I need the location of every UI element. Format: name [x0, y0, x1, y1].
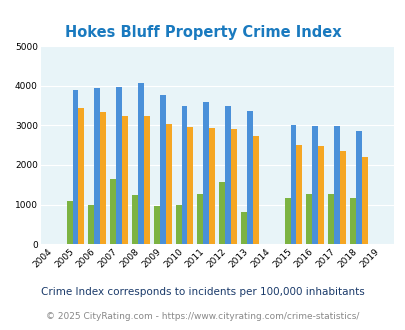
Text: Hokes Bluff Property Crime Index: Hokes Bluff Property Crime Index [64, 25, 341, 41]
Text: © 2025 CityRating.com - https://www.cityrating.com/crime-statistics/: © 2025 CityRating.com - https://www.city… [46, 312, 359, 321]
Bar [94, 88, 100, 244]
Bar [143, 116, 149, 244]
Bar [88, 205, 94, 244]
Bar [349, 198, 355, 244]
Bar [122, 116, 128, 244]
Bar [333, 126, 339, 244]
Bar [72, 90, 78, 244]
Bar [175, 205, 181, 244]
Bar [159, 95, 165, 244]
Bar [100, 112, 106, 244]
Bar [290, 125, 296, 244]
Bar [230, 129, 237, 244]
Bar [246, 111, 252, 244]
Bar [181, 106, 187, 244]
Bar [197, 194, 203, 244]
Bar [225, 106, 230, 244]
Bar [339, 151, 345, 244]
Bar [284, 198, 290, 244]
Bar [311, 126, 318, 244]
Bar [355, 131, 361, 244]
Bar [328, 194, 333, 244]
Bar [66, 201, 72, 244]
Bar [165, 124, 171, 244]
Bar [138, 82, 143, 244]
Bar [219, 182, 225, 244]
Bar [153, 206, 159, 244]
Bar [209, 128, 215, 244]
Bar [318, 147, 323, 244]
Text: Crime Index corresponds to incidents per 100,000 inhabitants: Crime Index corresponds to incidents per… [41, 287, 364, 297]
Bar [110, 179, 116, 244]
Bar [187, 127, 193, 244]
Bar [306, 194, 311, 244]
Bar [132, 195, 138, 244]
Bar [116, 87, 122, 244]
Bar [78, 108, 84, 244]
Bar [241, 212, 246, 244]
Bar [361, 157, 367, 244]
Bar [252, 136, 258, 244]
Bar [296, 145, 302, 244]
Bar [203, 102, 209, 244]
